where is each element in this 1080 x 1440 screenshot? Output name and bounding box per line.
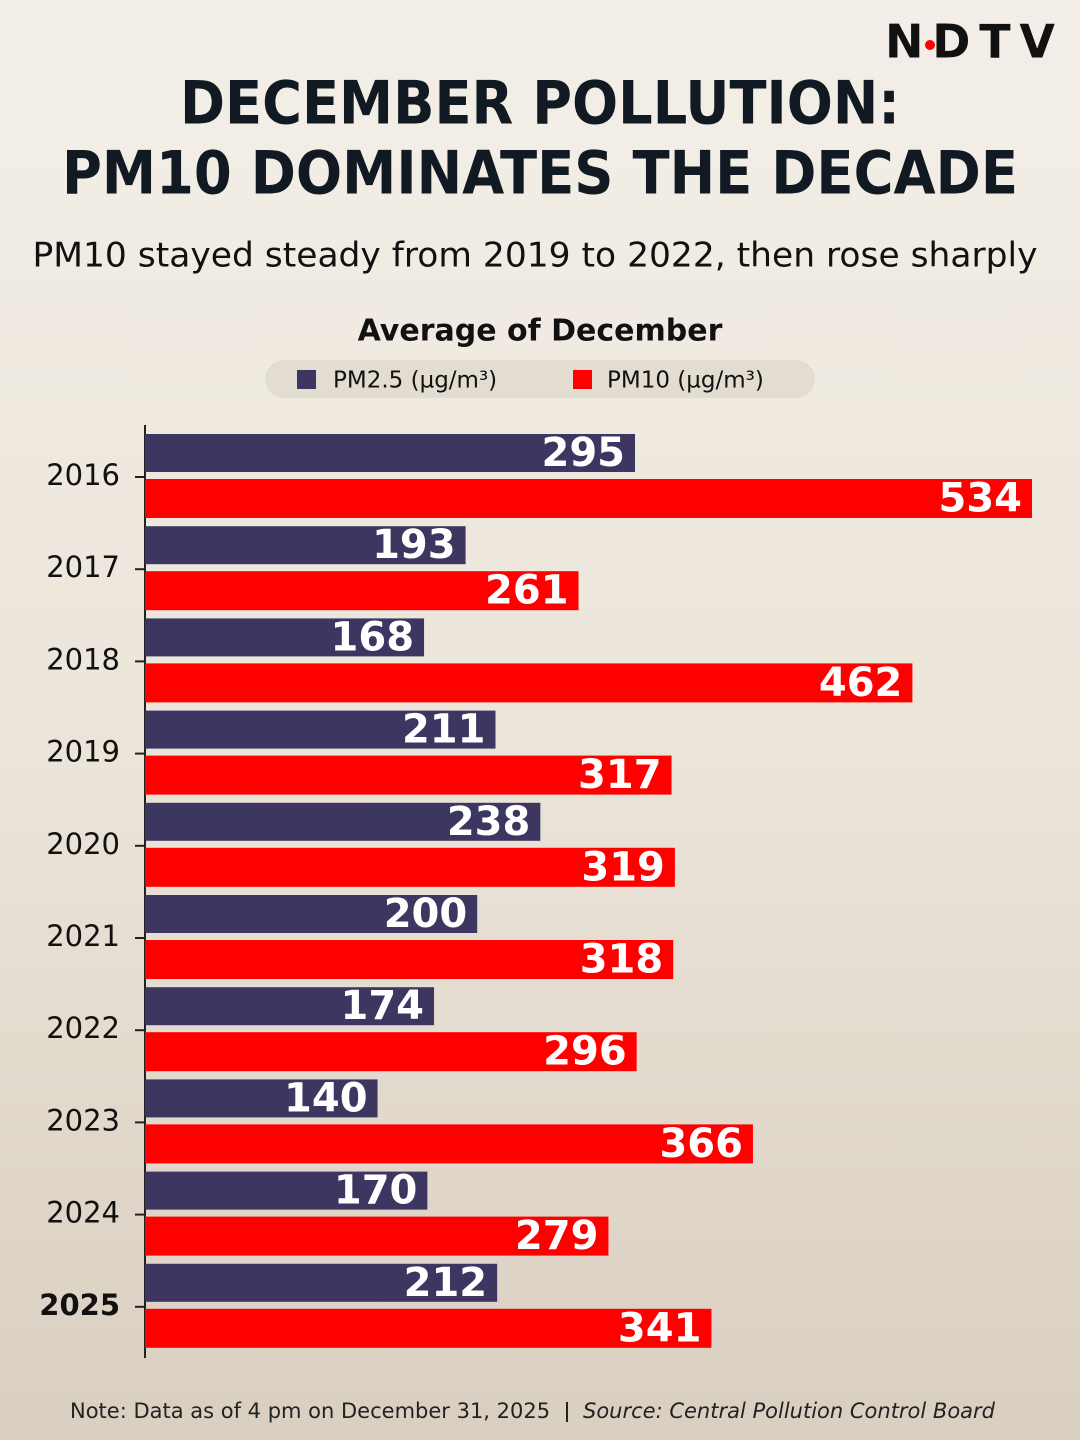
- bar: [145, 1171, 428, 1210]
- value-label: 318: [580, 937, 664, 983]
- value-label: 261: [485, 568, 569, 614]
- value-label: 212: [404, 1260, 488, 1306]
- y-tick-label: 2017: [46, 550, 120, 584]
- bar: [145, 1216, 609, 1256]
- value-label: 193: [372, 522, 456, 568]
- bar: [145, 1308, 712, 1348]
- bar: [145, 710, 496, 749]
- source: Source: Central Pollution Control Board: [583, 1399, 996, 1423]
- bar: [145, 571, 579, 611]
- y-tick-label: 2023: [46, 1103, 120, 1137]
- value-label: 534: [939, 476, 1023, 522]
- brand-dot: [925, 40, 935, 50]
- bar: [145, 895, 478, 933]
- bar: [145, 663, 913, 703]
- y-tick-label: 2021: [46, 919, 120, 953]
- value-label: 366: [659, 1121, 743, 1167]
- bar: [145, 1124, 753, 1164]
- bar: [145, 618, 425, 657]
- value-label: 174: [341, 983, 425, 1029]
- value-label: 296: [543, 1029, 627, 1075]
- value-label: 295: [542, 430, 626, 476]
- bar: [145, 1079, 378, 1118]
- legend-swatch: [297, 370, 316, 389]
- value-label: 140: [284, 1075, 368, 1121]
- bar: [145, 987, 435, 1026]
- value-label: 279: [515, 1213, 599, 1259]
- legend-label: PM10 (µg/m³): [607, 368, 764, 394]
- value-label: 341: [618, 1305, 702, 1351]
- bar: [145, 755, 672, 795]
- note: Note: Data as of 4 pm on December 31, 20…: [70, 1399, 550, 1423]
- y-tick-label: 2016: [46, 458, 120, 492]
- bar: [145, 526, 466, 565]
- bar: [145, 479, 1032, 518]
- subtitle: PM10 stayed steady from 2019 to 2022, th…: [33, 236, 1038, 276]
- y-tick-label: 2018: [46, 642, 120, 676]
- y-tick-label: 2024: [46, 1196, 120, 1230]
- bar: [145, 940, 674, 979]
- legend-label: PM2.5 (µg/m³): [333, 368, 497, 394]
- y-tick-label: 2025: [39, 1288, 120, 1322]
- legend-box: [265, 360, 815, 398]
- value-label: 170: [334, 1168, 418, 1214]
- bar: [145, 847, 675, 887]
- brand-logo: NDTV: [885, 15, 1055, 69]
- bar: [145, 1263, 498, 1302]
- value-label: 462: [819, 660, 903, 706]
- bar: [145, 434, 636, 472]
- value-label: 317: [578, 752, 662, 798]
- value-label: 200: [384, 891, 468, 937]
- y-tick-label: 2022: [46, 1011, 120, 1045]
- value-label: 238: [447, 799, 531, 845]
- bar: [145, 802, 541, 841]
- title-line: PM10 DOMINATES THE DECADE: [62, 139, 1018, 209]
- value-label: 319: [581, 844, 665, 890]
- bar: [145, 1032, 637, 1072]
- y-tick-label: 2020: [46, 827, 120, 861]
- legend-swatch: [573, 370, 592, 389]
- value-label: 168: [331, 614, 415, 660]
- value-label: 211: [402, 707, 486, 753]
- chart-title: Average of December: [358, 314, 723, 349]
- y-tick-label: 2019: [46, 735, 120, 769]
- title-line: DECEMBER POLLUTION:: [180, 69, 900, 139]
